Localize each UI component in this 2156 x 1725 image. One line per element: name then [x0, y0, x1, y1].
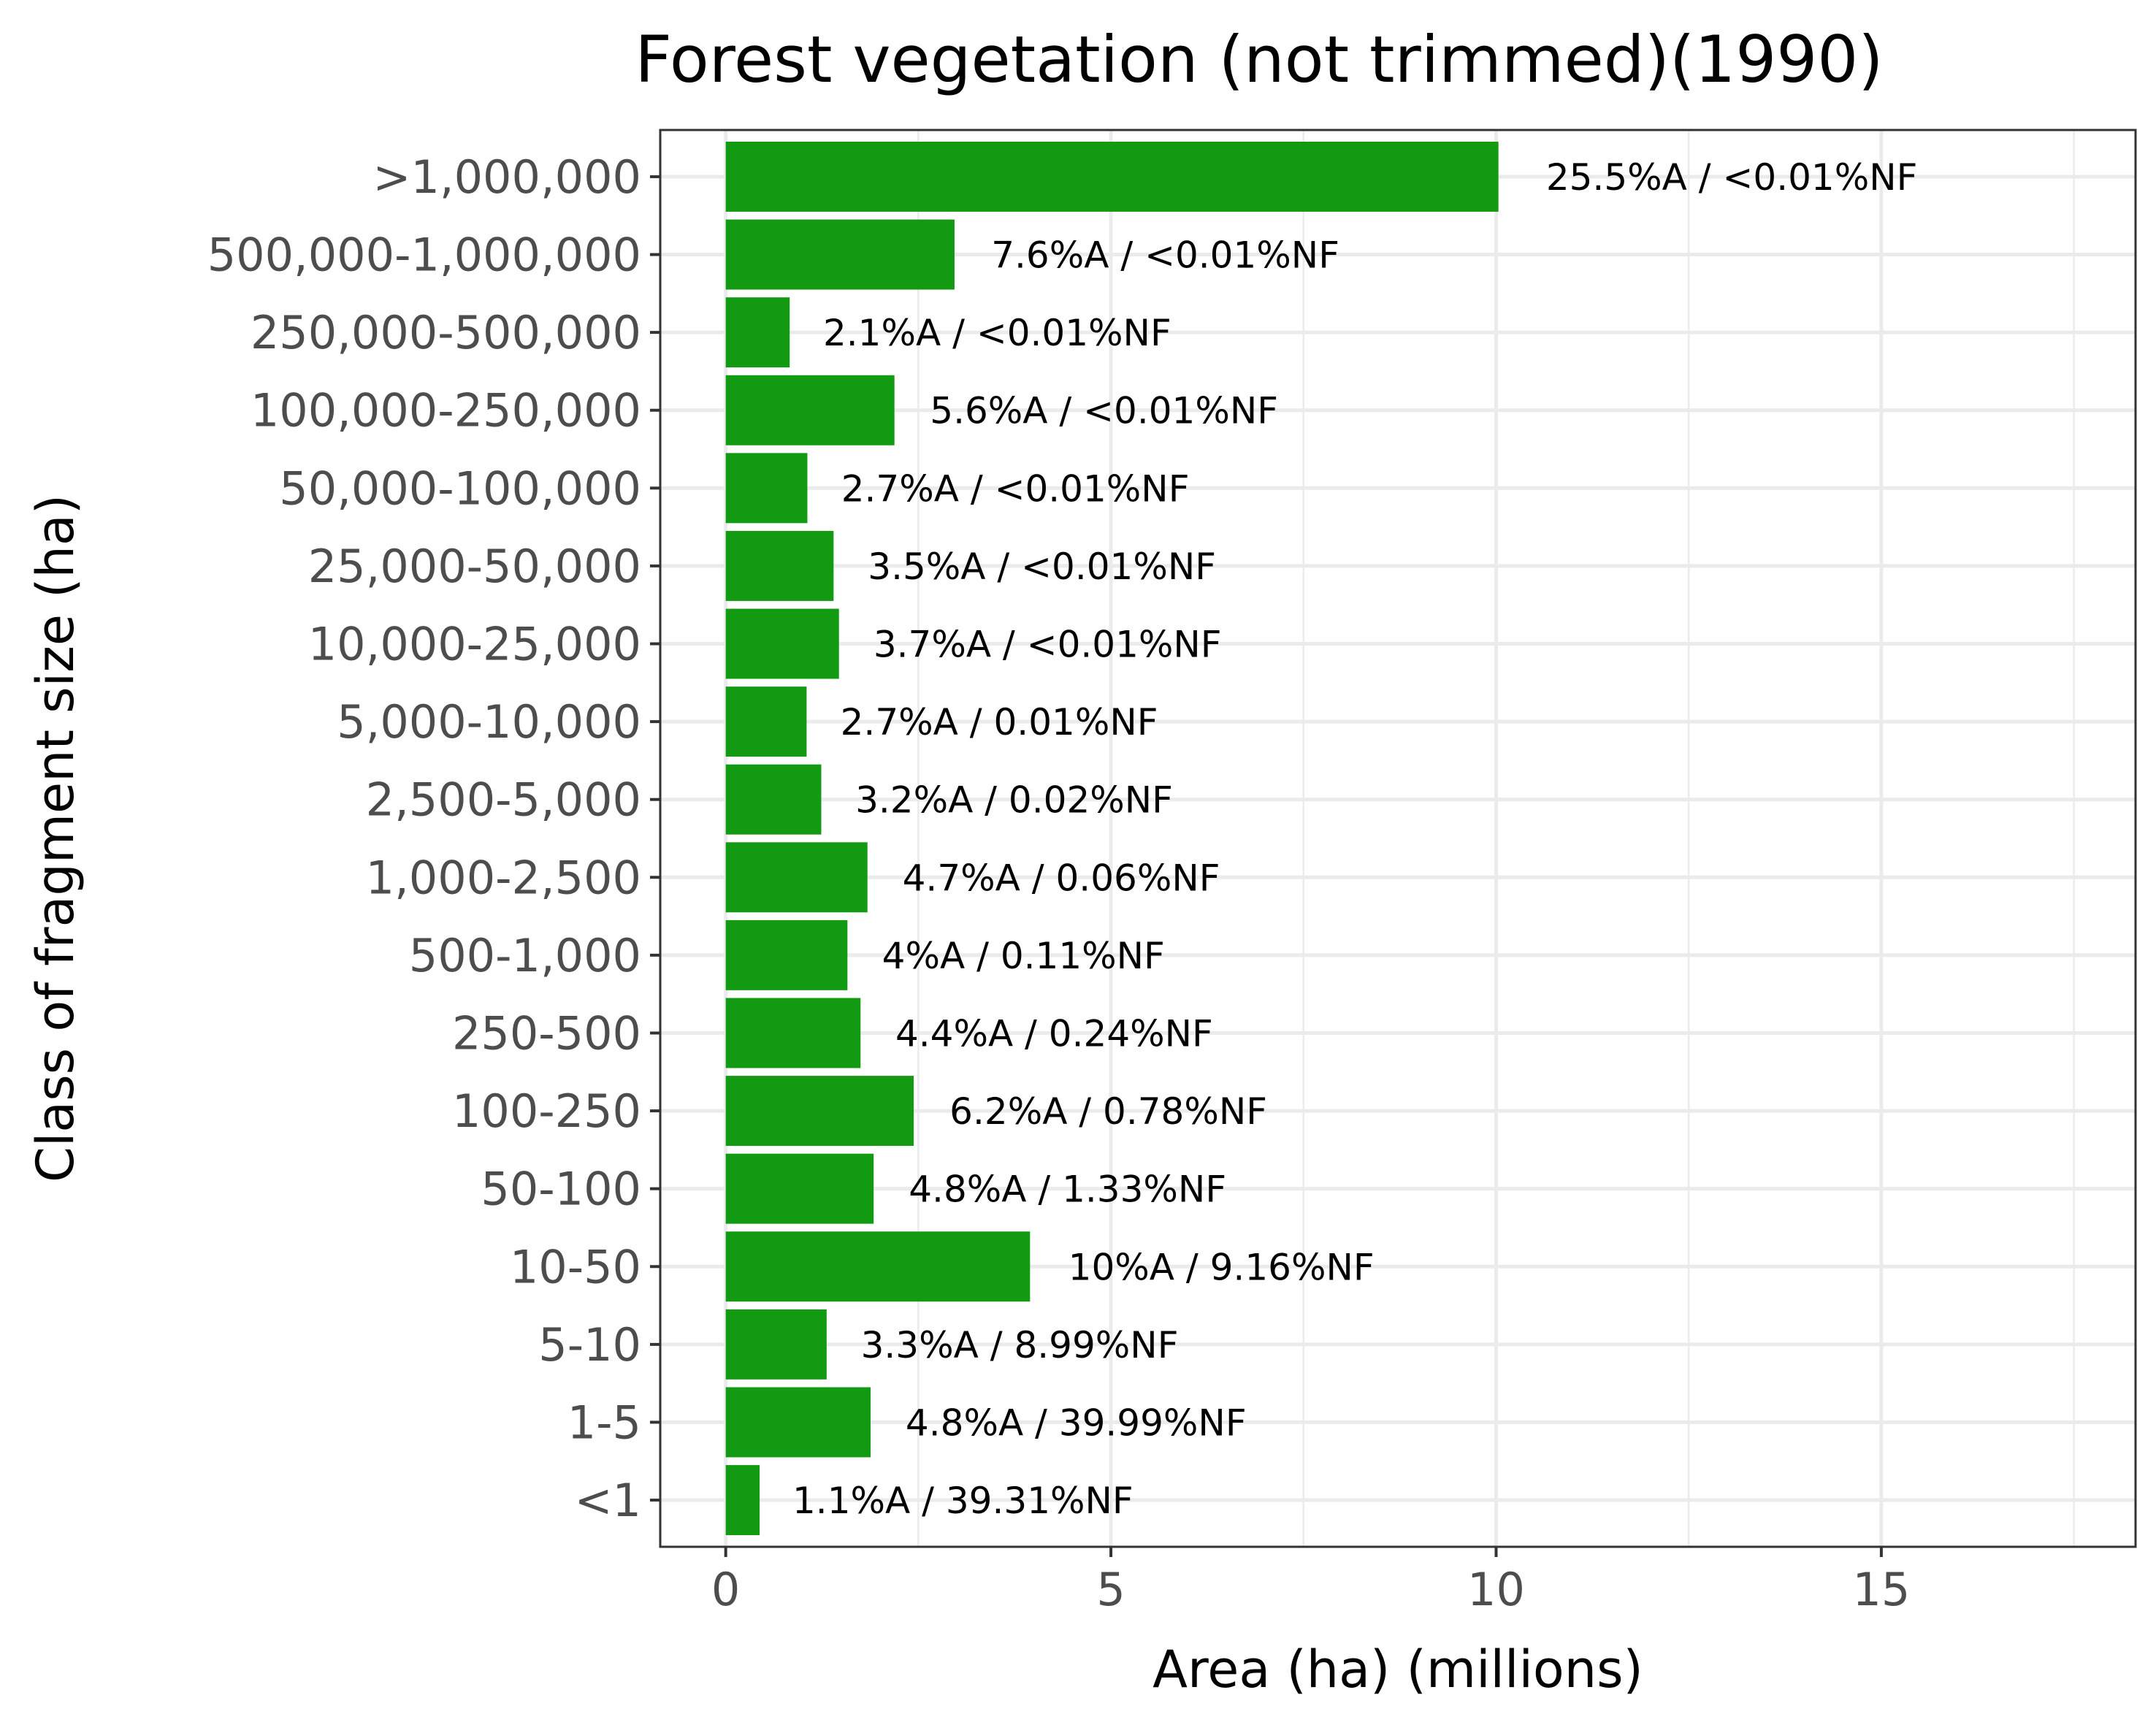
bar [725, 219, 955, 290]
bar [725, 1076, 914, 1147]
data-label: 5.6%A / <0.01%NF [930, 390, 1278, 432]
x-tick-label: 15 [1852, 1563, 1910, 1616]
y-tick-label: 2,500-5,000 [366, 773, 641, 827]
y-tick-label: 10,000-25,000 [308, 618, 641, 671]
data-labels: 25.5%A / <0.01%NF 7.6%A / <0.01%NF 2.1%A /… [792, 156, 1917, 1522]
bar [725, 453, 808, 524]
y-tick-label: 10-50 [510, 1240, 641, 1293]
y-tick-label: <1 [575, 1474, 641, 1527]
data-label: 1.1%A / 39.31%NF [792, 1480, 1134, 1522]
bar [725, 375, 895, 445]
y-tick-label: 500,000-1,000,000 [207, 229, 641, 282]
data-label: 2.7%A / <0.01%NF [841, 467, 1190, 510]
y-tick-label: 100-250 [452, 1085, 641, 1138]
bar [725, 297, 790, 368]
bar [725, 1387, 871, 1458]
x-tick-label: 0 [711, 1563, 740, 1616]
data-label: 10%A / 9.16%NF [1069, 1246, 1375, 1288]
bar [725, 1231, 1031, 1302]
y-tick-label: 5,000-10,000 [337, 695, 641, 749]
y-axis-title: Class of fragment size (ha) [26, 494, 85, 1182]
plot-panel-border [659, 129, 2137, 1548]
data-label: 3.7%A / <0.01%NF [874, 624, 1222, 666]
data-label: 6.2%A / 0.78%NF [949, 1090, 1267, 1133]
x-axis-ticks: 0 5 10 15 [711, 1547, 1910, 1616]
bar [725, 919, 848, 990]
gridlines [660, 130, 2136, 1547]
bar [725, 998, 861, 1068]
x-tick-label: 10 [1467, 1563, 1525, 1616]
plot-panel [660, 130, 2136, 1547]
data-label: 25.5%A / <0.01%NF [1546, 156, 1918, 199]
bar [725, 530, 834, 601]
y-tick-label: 50-100 [481, 1163, 641, 1216]
bar [725, 842, 868, 913]
y-tick-label: 250,000-500,000 [251, 306, 641, 359]
data-label: 3.2%A / 0.02%NF [855, 779, 1173, 822]
data-label: 4%A / 0.11%NF [882, 935, 1165, 977]
bar [725, 1465, 760, 1536]
bar [725, 608, 839, 679]
y-tick-label: 500-1,000 [409, 929, 641, 982]
x-axis-title: Area (ha) (millions) [1152, 1640, 1643, 1699]
y-tick-label: >1,000,000 [373, 150, 642, 204]
y-tick-label: 250-500 [452, 1006, 641, 1060]
y-tick-label: 100,000-250,000 [251, 384, 641, 437]
chart-title: Forest vegetation (not trimmed)(1990) [635, 22, 1883, 97]
bar [725, 686, 807, 757]
data-label: 4.8%A / 39.99%NF [906, 1401, 1247, 1444]
y-tick-label: 25,000-50,000 [308, 540, 641, 593]
data-label: 4.7%A / 0.06%NF [903, 857, 1220, 899]
data-label: 2.7%A / 0.01%NF [841, 701, 1158, 743]
data-label: 3.5%A / <0.01%NF [868, 546, 1216, 588]
data-label: 7.6%A / <0.01%NF [991, 234, 1339, 277]
y-tick-label: 50,000-100,000 [279, 462, 641, 515]
bar [725, 1153, 874, 1224]
y-tick-label: 1,000-2,500 [366, 851, 641, 904]
data-label: 2.1%A / <0.01%NF [823, 312, 1171, 354]
x-tick-label: 5 [1096, 1563, 1125, 1616]
bar [725, 141, 1499, 212]
y-tick-label: 1-5 [567, 1396, 641, 1449]
bars [725, 141, 1499, 1536]
data-label: 4.4%A / 0.24%NF [895, 1012, 1213, 1055]
y-tick-label: 5-10 [538, 1318, 641, 1372]
data-label: 3.3%A / 8.99%NF [861, 1324, 1179, 1366]
y-axis-ticks: >1,000,000 500,000-1,000,000 250,000-500,0… [207, 150, 660, 1527]
data-label: 4.8%A / 1.33%NF [909, 1169, 1226, 1211]
bar [725, 1309, 827, 1380]
bar [725, 764, 822, 835]
